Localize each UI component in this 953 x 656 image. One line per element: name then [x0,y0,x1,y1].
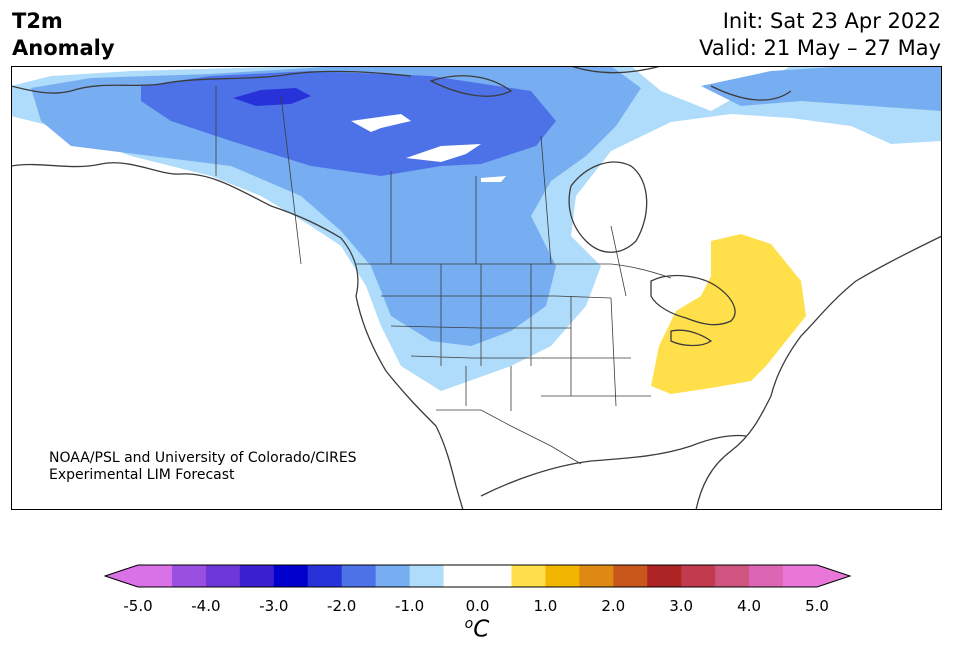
colorbar-cell [443,565,478,587]
colorbar-cell [511,565,546,587]
us-mexico-border [436,409,582,465]
title-variable: T2m [12,9,63,33]
colorbar-cell [783,565,818,587]
colorbar-cell [579,565,614,587]
coastlines [11,66,942,510]
great-lakes [650,274,736,347]
credit-line-1: NOAA/PSL and University of Colorado/CIRE… [49,450,357,466]
atlantic-coast [695,235,942,510]
colorbar-cell [545,565,580,587]
colorbar-tick-label: -3.0 [259,597,289,615]
colorbar-tick-label: -4.0 [191,597,221,615]
colorbar-unit: oC [457,616,497,643]
unit-letter: C [473,616,490,643]
colorbar-cell [273,565,309,587]
colorbar-cell [647,565,682,587]
colorbar-cell [239,565,275,587]
title-metric: Anomaly [12,36,115,60]
gulf-coast [480,434,747,497]
colorbar-cell [613,565,648,587]
yellow-region [651,234,806,394]
colorbar-tick-label: 4.0 [737,597,762,615]
deep-blue-region [233,88,311,106]
colorbar-cell [171,565,207,587]
us-states [381,264,651,411]
colorbar-cell [307,565,343,587]
colorbar-over-triangle [817,565,850,587]
ice-patch [481,176,506,182]
ice-patch [406,144,481,162]
colorbar-cell [749,565,784,587]
colorbar-cell [477,565,512,587]
arctic-islands [429,66,792,101]
colorbar-cell [681,565,716,587]
date-block: Init: Sat 23 Apr 2022 Valid: 21 May – 27… [699,8,941,62]
colorbar-cell [341,565,377,587]
anomaly-shading [11,66,942,394]
canadian-provinces [215,86,627,297]
credit-line-2: Experimental LIM Forecast [49,467,235,483]
political-borders [215,86,672,465]
pacific-coast [11,70,464,510]
anomaly-map [11,66,942,510]
colorbar-outline [103,564,852,588]
colorbar-cell [375,565,411,587]
colorbar [103,564,852,588]
init-date: Init: Sat 23 Apr 2022 [722,9,941,33]
ice-cutouts [351,114,506,182]
title-block: T2m Anomaly [12,8,115,62]
credit-text: NOAA/PSL and University of Colorado/CIRE… [49,450,357,484]
map-frame [11,66,942,510]
colorbar-tick-label: 2.0 [601,597,626,615]
valid-range: Valid: 21 May – 27 May [699,36,941,60]
colorbar-tick-label: 3.0 [669,597,694,615]
colorbar-cell [715,565,750,587]
colorbar-tick-label: 1.0 [533,597,558,615]
colorbar-cell [409,565,445,587]
colorbar-cell [205,565,241,587]
colorbar-tick-label: -2.0 [327,597,357,615]
colorbar-under-triangle [105,565,138,587]
hudson-bay [568,161,648,253]
colorbar-tick-label: -1.0 [394,597,425,615]
colorbar-tick-label: 5.0 [805,597,829,615]
us-canada-border [356,263,672,279]
colorbar-tick-label: 0.0 [465,597,490,615]
colorbar-cells [138,565,818,587]
colorbar-cell [138,565,173,587]
colorbar-tick-label: -5.0 [123,597,153,615]
ice-patch [351,114,411,132]
unit-superscript: o [464,616,474,632]
